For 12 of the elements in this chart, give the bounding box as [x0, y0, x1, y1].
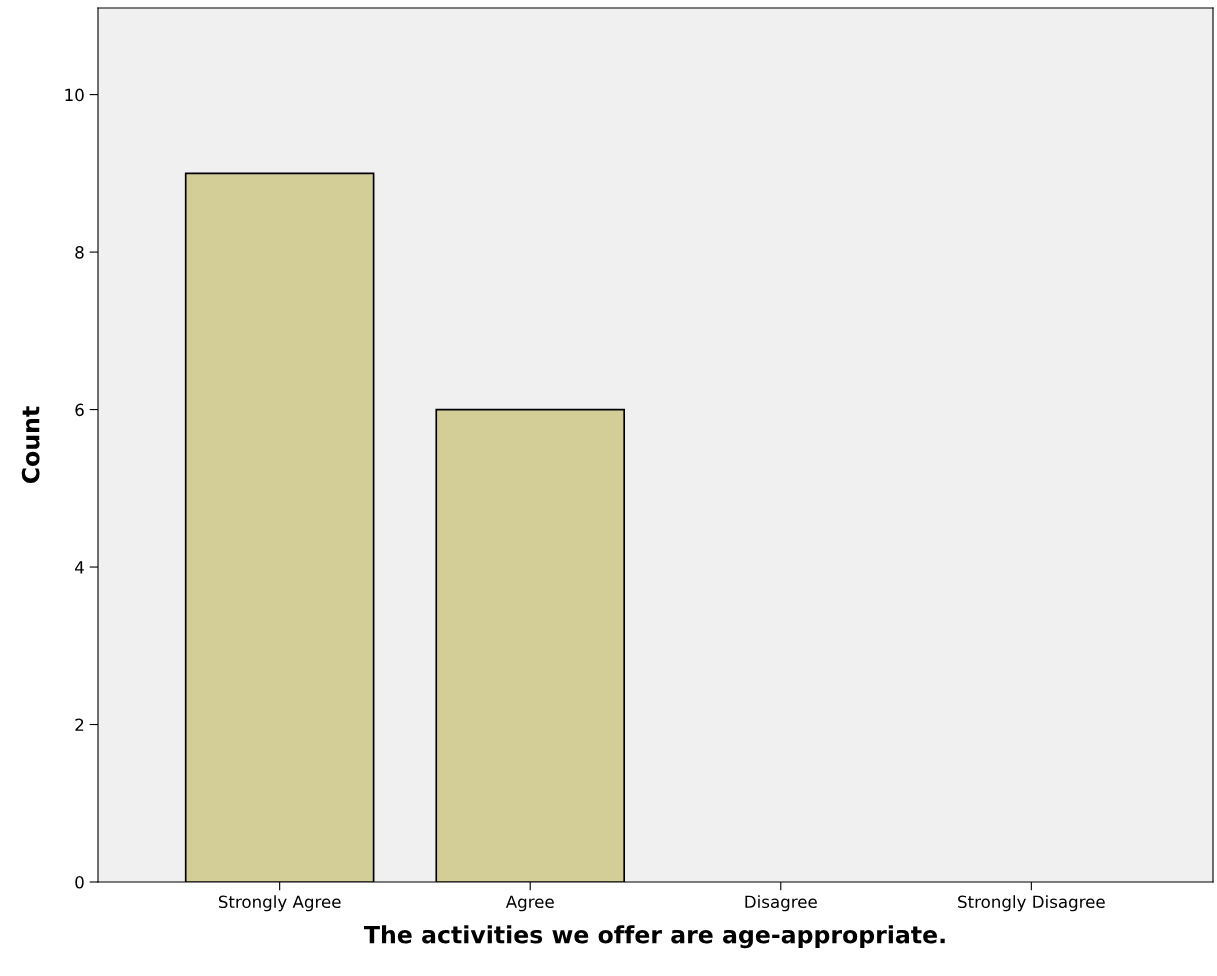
y-tick-label: 0 — [75, 875, 84, 889]
x-tick-label: Strongly Agree — [218, 895, 341, 912]
x-axis-title: The activities we offer are age-appropriate. — [364, 925, 945, 949]
y-tick-label: 6 — [75, 403, 84, 417]
x-tick-label: Agree — [505, 895, 554, 912]
x-tick-label: Strongly Disagree — [958, 895, 1105, 912]
y-axis-title: Count — [21, 406, 40, 484]
x-tick-label: Disagree — [745, 895, 817, 912]
y-tick-label: 2 — [75, 718, 84, 731]
y-tick-label: 4 — [75, 561, 84, 574]
y-tick-label: 10 — [65, 88, 84, 102]
y-tick-label: 8 — [75, 246, 84, 259]
